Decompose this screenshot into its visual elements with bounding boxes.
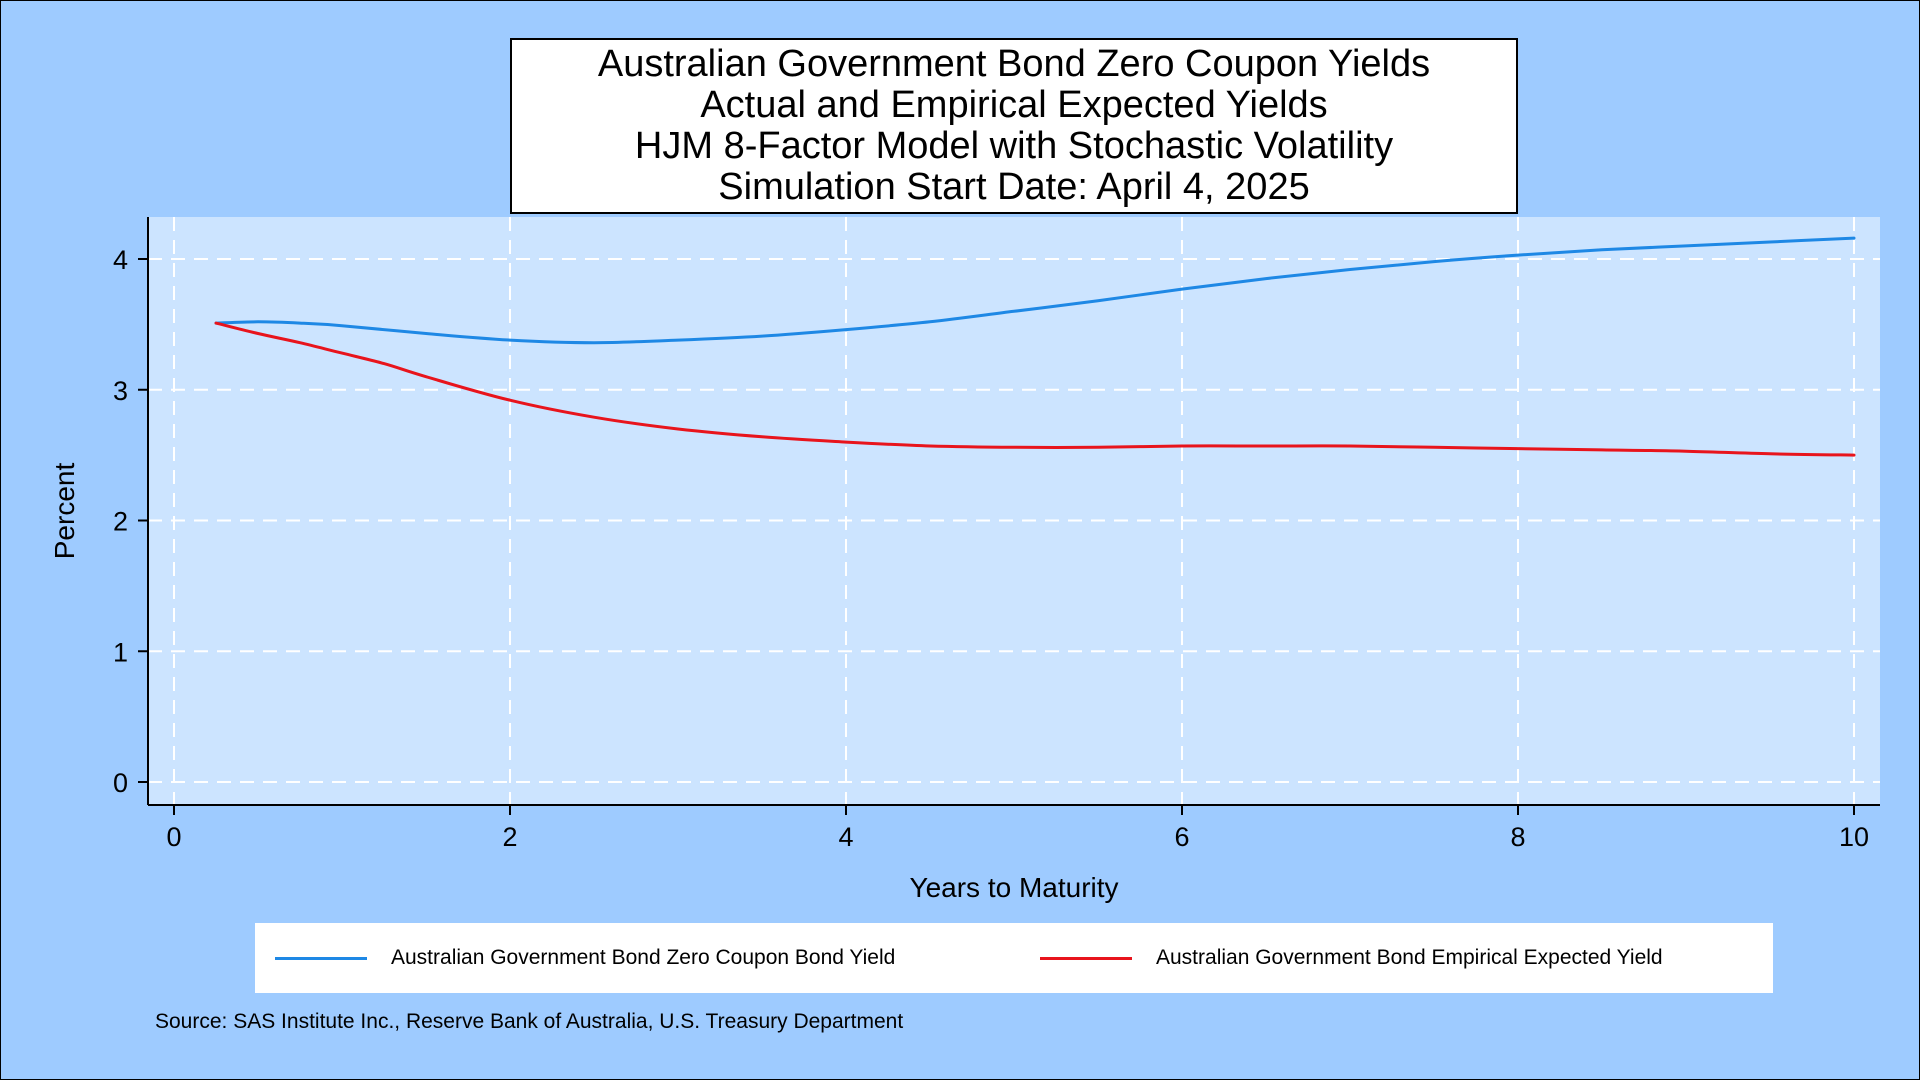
series-line-zero-coupon-yield [214, 236, 1856, 345]
x-tick-label-4: 4 [838, 822, 853, 852]
title-line-2: Actual and Empirical Expected Yields [700, 84, 1328, 126]
x-tick-label-10: 10 [1839, 822, 1869, 852]
x-tick-label-2: 2 [502, 822, 517, 852]
title-line-1: Australian Government Bond Zero Coupon Y… [597, 43, 1431, 85]
x-axis-title: Years to Maturity [909, 872, 1118, 903]
legend-item-expected: Australian Government Bond Empirical Exp… [1040, 923, 1663, 993]
series-line-empirical-expected-yield [214, 321, 1856, 457]
title-line-3: HJM 8-Factor Model with Stochastic Volat… [634, 125, 1394, 167]
x-tick-label-6: 6 [1174, 822, 1189, 852]
series-lines [214, 236, 1856, 457]
source-note: Source: SAS Institute Inc., Reserve Bank… [155, 1010, 904, 1033]
tick-marks [138, 258, 1855, 815]
title-line-4: Simulation Start Date: April 4, 2025 [718, 166, 1310, 208]
y-tick-label-1: 1 [113, 637, 128, 667]
legend-item-zero-coupon: Australian Government Bond Zero Coupon B… [275, 923, 895, 993]
legend-label-expected: Australian Government Bond Empirical Exp… [1156, 946, 1663, 969]
y-tick-label-0: 0 [113, 768, 128, 798]
x-tick-label-0: 0 [166, 822, 181, 852]
y-tick-label-4: 4 [113, 245, 128, 275]
legend-swatch-expected [1040, 956, 1132, 960]
legend-label-zero-coupon: Australian Government Bond Zero Coupon B… [391, 946, 896, 969]
legend-swatch-zero-coupon [275, 956, 367, 960]
y-tick-label-3: 3 [113, 376, 128, 406]
chart-title: Australian Government Bond Zero Coupon Y… [510, 38, 1518, 214]
axes [147, 217, 1880, 806]
x-tick-label-8: 8 [1510, 822, 1525, 852]
y-axis-title: Percent [49, 463, 80, 560]
grid-lines [148, 217, 1880, 805]
plot-area [148, 217, 1880, 805]
legend: Australian Government Bond Zero Coupon B… [255, 923, 1773, 993]
y-tick-label-2: 2 [113, 507, 128, 537]
